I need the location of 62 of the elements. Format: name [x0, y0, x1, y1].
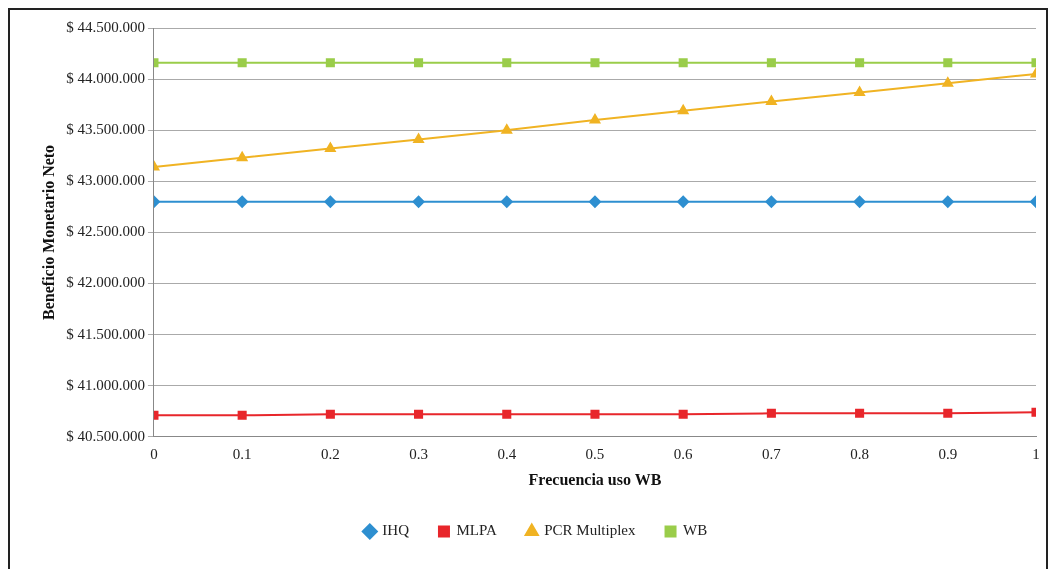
- point: [588, 195, 601, 208]
- x-tick-label: 0.5: [585, 445, 605, 462]
- point: [502, 58, 512, 68]
- x-tick-label: 0.2: [320, 445, 340, 462]
- point: [589, 113, 601, 124]
- y-axis-title: Beneficio Monetario Neto: [39, 144, 57, 320]
- legend-label: MLPA: [456, 522, 497, 539]
- x-axis-title: Frecuencia uso WB: [528, 470, 662, 488]
- point: [413, 133, 424, 143]
- y-tick-label: $ 41.500.000: [66, 325, 145, 342]
- point: [765, 195, 778, 208]
- point: [853, 195, 866, 208]
- y-tick-label: $ 42.000.000: [66, 274, 145, 291]
- y-tick-label: $ 44.000.000: [66, 70, 145, 87]
- point: [412, 195, 425, 208]
- point: [942, 77, 954, 87]
- point: [325, 409, 335, 419]
- point: [766, 408, 776, 418]
- point: [941, 195, 954, 208]
- point: [766, 58, 776, 68]
- y-tick-label: $ 43.000.000: [66, 172, 145, 189]
- legend-label: WB: [683, 522, 708, 539]
- x-tick-label: 0.8: [850, 445, 869, 462]
- point: [678, 58, 688, 68]
- point: [590, 58, 600, 68]
- point: [678, 409, 688, 419]
- point: [943, 58, 953, 68]
- point: [943, 408, 953, 418]
- x-tick-label: 0.9: [938, 445, 958, 462]
- x-tick-label: 0.7: [762, 445, 782, 462]
- point: [325, 142, 336, 153]
- point: [855, 58, 865, 68]
- point: [677, 104, 689, 115]
- y-tick-label: $ 42.500.000: [66, 223, 145, 240]
- x-tick-label: 0.3: [409, 445, 428, 462]
- point: [855, 408, 865, 418]
- point: [677, 195, 690, 208]
- point: [500, 195, 513, 208]
- point: [237, 410, 247, 420]
- y-tick-label: $ 40.500.000: [66, 427, 145, 444]
- x-tick-label: 0.1: [232, 445, 252, 462]
- point: [854, 86, 865, 96]
- legend-label: PCR Multiplex: [544, 522, 637, 539]
- x-tick-label: 1: [1032, 445, 1040, 462]
- point: [236, 195, 249, 208]
- point: [324, 195, 337, 208]
- y-tick-label: $ 43.500.000: [66, 121, 145, 138]
- y-tick-label: $ 44.500.000: [66, 18, 145, 35]
- point: [501, 124, 513, 134]
- legend-label: IHQ: [382, 522, 410, 539]
- point: [766, 95, 777, 106]
- point: [414, 58, 424, 68]
- y-tick-label: $ 41.000.000: [66, 376, 145, 393]
- x-tick-label: 0: [150, 445, 158, 462]
- point: [502, 409, 512, 419]
- x-tick-label: 0.4: [497, 445, 517, 462]
- point: [325, 58, 335, 68]
- x-tick-label: 0.6: [673, 445, 694, 462]
- point: [590, 409, 600, 419]
- point: [237, 58, 247, 68]
- point: [236, 151, 248, 162]
- point: [414, 409, 424, 419]
